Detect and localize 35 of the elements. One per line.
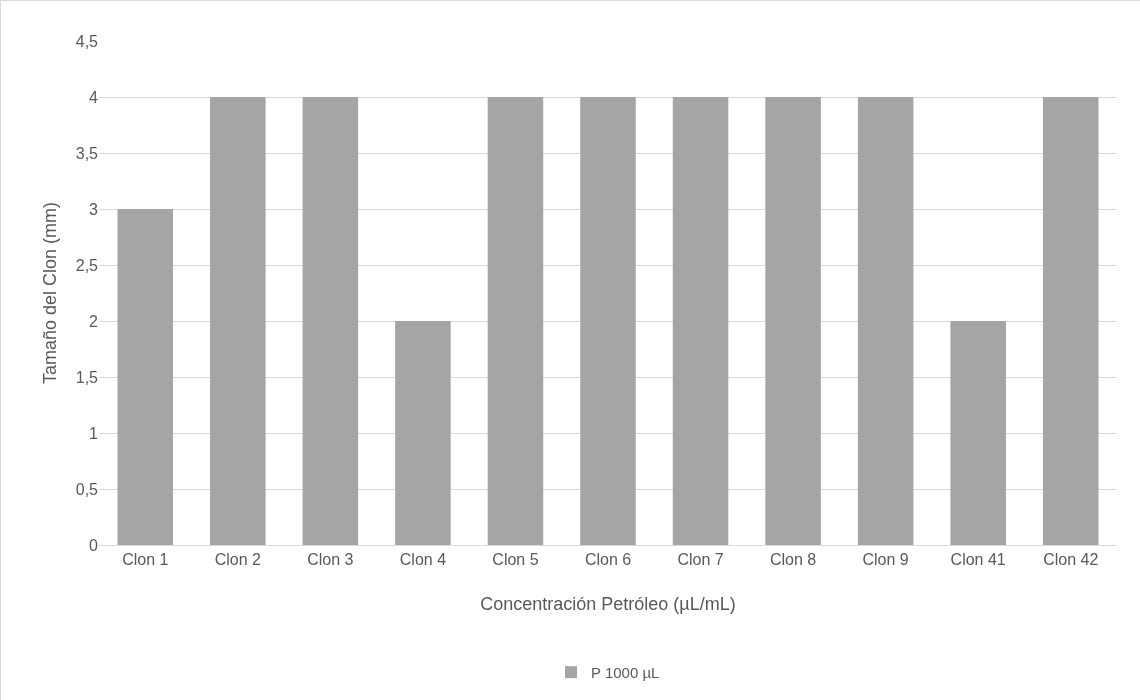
y-tick-label: 1,5 [75,368,99,386]
x-tick-label: Clon 5 [492,551,539,569]
y-tick-label: 0 [89,536,99,554]
x-tick-label: Clon 1 [122,551,169,569]
x-tick-label: Clon 7 [677,551,724,569]
y-tick-label: 3 [89,200,99,218]
x-tick-label: Clon 8 [769,551,817,569]
x-tick-label: Clon 9 [862,551,909,569]
bar [117,209,174,545]
bar [765,97,821,545]
x-tick-label: Clon 2 [214,551,262,569]
bar [1042,97,1099,545]
bar [950,321,1006,545]
y-tick-label: 4,5 [75,32,99,50]
bar [210,97,266,545]
y-tick-label: 4 [89,88,99,106]
x-tick-label: Clon 42 [1043,551,1099,569]
bar [487,97,544,545]
x-tick-label: Clon 41 [950,551,1006,569]
y-axis-title: Tamaño del Clon (mm) [39,201,60,385]
y-tick-label: 1 [89,424,99,442]
x-tick-label: Clon 3 [307,551,354,569]
bar [672,97,729,545]
legend-label: P 1000 µL [591,663,660,681]
x-axis-title: Concentración Petróleo (µL/mL) [480,594,736,615]
bar [302,97,359,545]
x-tick-label: Clon 4 [399,551,447,569]
bar [857,97,914,545]
y-tick-label: 2,5 [75,256,99,274]
x-tick-label: Clon 6 [584,551,632,569]
bar [395,321,451,545]
y-tick-label: 0,5 [75,480,99,498]
y-tick-label: 2 [89,312,99,330]
y-tick-label: 3,5 [75,144,99,162]
bar [580,97,636,545]
